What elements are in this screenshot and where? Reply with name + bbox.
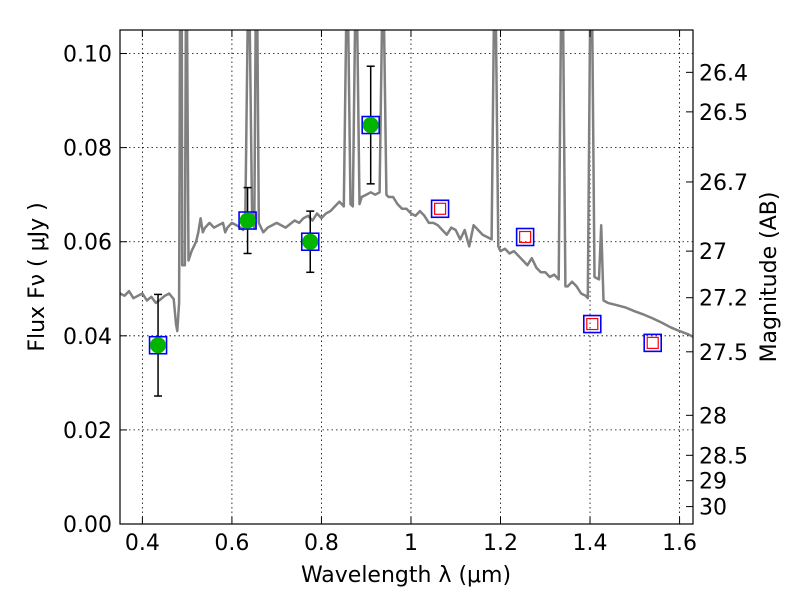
x-axis-label: Wavelength λ (μm) <box>301 563 511 588</box>
y2-tick-label: 27.2 <box>699 287 748 312</box>
x-tick-label: 0.6 <box>214 531 249 556</box>
y-tick-label: 0.10 <box>63 43 112 68</box>
model-spectrum-line <box>120 30 693 338</box>
y2-tick-label: 28 <box>699 404 727 429</box>
model-photometry-inner-square <box>519 230 532 244</box>
y-tick-label: 0.02 <box>63 419 112 444</box>
x-tick-label: 1 <box>404 531 418 556</box>
y-tick-label: 0.06 <box>63 231 112 256</box>
model-photometry-box <box>582 314 602 334</box>
y2-tick-label: 28.5 <box>699 444 748 469</box>
y2-tick-label: 26.4 <box>699 61 748 86</box>
observed-data-point <box>150 337 167 354</box>
y-axis-ticks: 0.00 0.02 0.04 0.06 0.08 0.10 <box>63 43 127 538</box>
y-tick-label: 0.00 <box>63 513 112 538</box>
y-tick-label: 0.08 <box>63 137 112 162</box>
observed-data-point <box>302 233 319 250</box>
model-photometry-box <box>643 333 663 353</box>
model-photometry-box <box>515 227 535 247</box>
x-axis-ticks: 0.4 0.6 0.8 1 1.2 1.4 1.6 <box>125 30 697 556</box>
x-tick-label: 0.4 <box>125 531 160 556</box>
model-photometry-inner-square <box>433 202 447 215</box>
y2-axis-label: Magnitude (AB) <box>757 192 782 363</box>
synthetic-photometry-box <box>361 115 380 135</box>
y2-tick-label: 26.7 <box>699 171 748 196</box>
observed-data-point <box>362 117 379 134</box>
plot-frame <box>119 29 694 525</box>
model-spectrum-layer <box>120 30 693 338</box>
y2-tick-label: 27 <box>699 240 727 265</box>
synthetic-photometry-box <box>238 211 257 230</box>
x-tick-label: 1.2 <box>483 531 518 556</box>
observed-data-point <box>239 212 256 229</box>
y-axis-label: Flux Fν ( μJy ) <box>25 202 50 351</box>
x-tick-label: 0.8 <box>304 531 339 556</box>
synthetic-photometry-box <box>300 232 320 252</box>
x-tick-label: 1.4 <box>573 531 608 556</box>
synthetic-photometry-box <box>148 335 168 355</box>
y2-tick-label: 29 <box>699 470 727 495</box>
y-tick-label: 0.04 <box>63 325 112 350</box>
model-photometry-box <box>430 199 450 219</box>
data-points-layer <box>148 115 663 355</box>
model-photometry-inner-square <box>586 317 599 331</box>
model-photometry-inner-square <box>646 336 659 349</box>
x-tick-label: 1.6 <box>662 531 697 556</box>
grid-lines <box>120 30 693 525</box>
y2-tick-label: 27.5 <box>699 341 748 366</box>
y2-tick-label: 30 <box>699 496 727 521</box>
y2-tick-label: 26.5 <box>699 101 748 126</box>
